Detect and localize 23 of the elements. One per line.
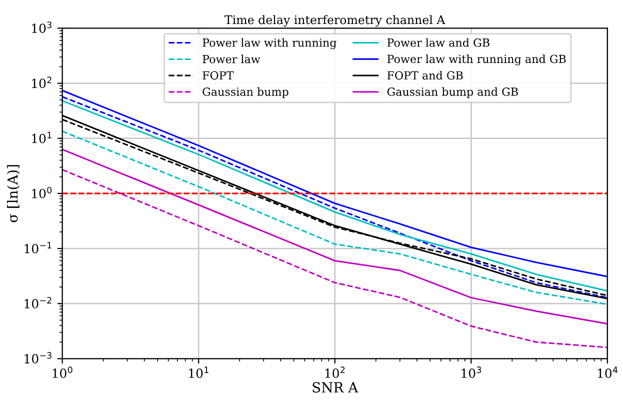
- y-tick-label: 10$^{−3}$: [24, 352, 52, 364]
- legend-label: Gaussian bump and GB: [387, 87, 518, 98]
- y-tick-label: 10$^{−1}$: [24, 242, 52, 254]
- x-tick-label: 10$^{0}$: [52, 366, 72, 378]
- legend-label: Power law: [202, 54, 260, 64]
- y-tick-label: 10$^{2}$: [32, 76, 52, 88]
- legend-label: FOPT and GB: [387, 70, 463, 80]
- legend-label: Power law with running and GB: [387, 54, 566, 66]
- x-tick-label: 10$^{3}$: [462, 366, 482, 378]
- legend-label: Power law and GB: [387, 38, 490, 47]
- x-axis-title: SNR A: [312, 382, 358, 393]
- y-tick-label: 10$^{−2}$: [24, 296, 52, 308]
- legend-label: Power law with running: [202, 38, 336, 50]
- y-tick-label: 10$^{3}$: [32, 22, 52, 34]
- x-tick-label: 10$^{4}$: [598, 366, 618, 378]
- chart-title: Time delay interferometry channel A: [224, 15, 446, 27]
- y-tick-label: 10$^{1}$: [32, 132, 52, 144]
- y-tick-label: 10$^{0}$: [32, 186, 52, 198]
- y-axis-title: σ [ln(A)]: [6, 165, 20, 222]
- legend-label: FOPT: [202, 71, 234, 80]
- x-tick-label: 10$^{2}$: [325, 366, 345, 378]
- legend-label: Gaussian bump: [202, 87, 288, 98]
- x-tick-label: 10$^{1}$: [189, 366, 208, 378]
